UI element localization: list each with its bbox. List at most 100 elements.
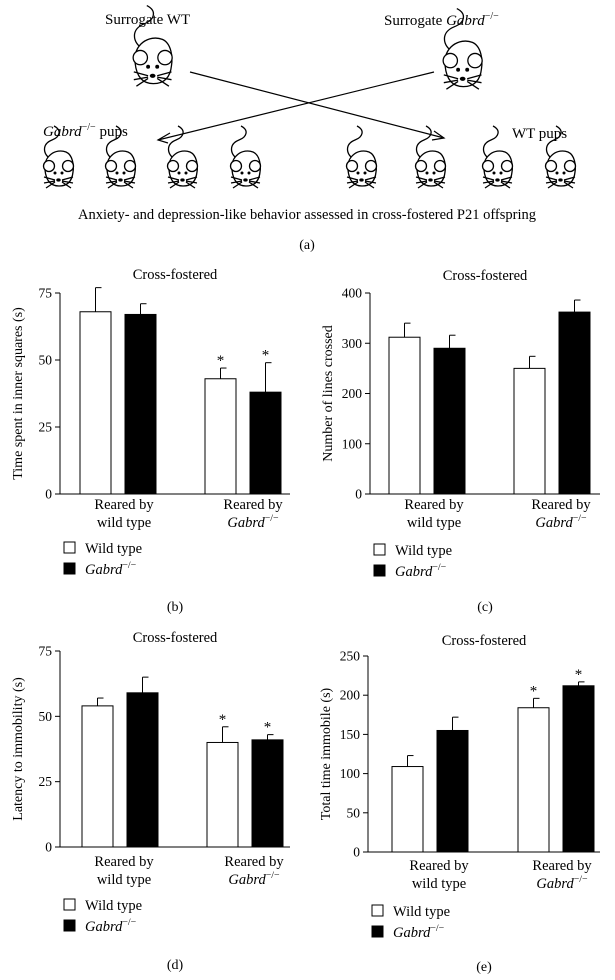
mouse-tail [167, 125, 184, 161]
y-axis-label: Total time immobile (s) [319, 687, 334, 820]
legend-label-knockout: Gabrd−/− [85, 917, 137, 935]
mouse-icon [42, 125, 75, 189]
gene-superscript: −/− [574, 874, 588, 885]
gene-name: Gabrd [85, 562, 123, 578]
mouse-whiskers [415, 176, 446, 189]
mouse-whiskers [346, 176, 377, 189]
mouse-eye [155, 64, 160, 69]
mouse-ear [544, 159, 558, 173]
mouse-icon [345, 125, 378, 189]
mouse-tail [443, 8, 464, 54]
y-axis-label: Latency to immobility (s) [11, 677, 26, 821]
category-label: Reared by [224, 854, 284, 870]
gene-name: Gabrd [536, 876, 574, 892]
wt-pups-label: WT pups [512, 126, 567, 142]
mouse-eye [363, 171, 367, 175]
mouse-icon [132, 5, 173, 87]
y-tick-label: 250 [340, 649, 361, 664]
mouse-eye [465, 67, 470, 72]
gene-superscript: −/− [430, 923, 444, 934]
mouse-ear [185, 159, 199, 173]
legend-label-knockout: Gabrd−/− [85, 560, 137, 578]
significance-marker: * [530, 683, 538, 699]
mouse-tail [230, 125, 247, 161]
gene-name: Gabrd [85, 919, 123, 935]
bar [206, 741, 239, 848]
chart-title: Cross-fostered [442, 633, 527, 649]
legend-swatch-wild-type [373, 543, 386, 556]
bar [79, 311, 112, 495]
mouse-eye [555, 171, 559, 175]
arrow-ko-surrogate-to-ko-pups [157, 71, 435, 141]
legend-swatch-wild-type [63, 541, 76, 554]
bar [388, 336, 421, 495]
mouse-tail [346, 125, 363, 161]
legend-swatch-knockout [371, 925, 384, 938]
mouse-ear [442, 52, 459, 69]
gene-name: Gabrd [393, 925, 431, 941]
mouse-eye [492, 171, 496, 175]
bar [558, 311, 591, 495]
mouse-eye [562, 171, 566, 175]
mouse-icon [414, 125, 447, 189]
legend-label-wild-type: Wild type [85, 898, 142, 914]
y-axis-label: Time spent in inner squares (s) [11, 307, 26, 480]
arrowhead-icon [156, 132, 171, 144]
category-label: wild type [407, 515, 461, 531]
mouse-tail [43, 125, 60, 161]
mouse-eye [177, 171, 181, 175]
mouse-icon [544, 125, 577, 189]
legend-label-wild-type: Wild type [393, 904, 450, 920]
mouse-ear [61, 159, 75, 173]
mouse-whiskers [230, 176, 261, 189]
category-label: Reared by [223, 497, 283, 513]
y-tick-label: 100 [342, 436, 363, 451]
significance-marker: * [217, 353, 225, 369]
gene-name: Gabrd [228, 872, 266, 888]
bar [251, 739, 284, 848]
mouse-eye [60, 171, 64, 175]
bar [513, 367, 546, 495]
mouse-eye [240, 171, 244, 175]
mouse-nose [56, 178, 61, 182]
y-tick-label: 0 [355, 487, 362, 502]
category-label: wild type [412, 876, 466, 892]
mouse-ear [166, 159, 180, 173]
mouse-nose [495, 178, 500, 182]
bar [517, 707, 550, 853]
category-label-gene: Gabrd−/− [227, 513, 279, 531]
arrow-wt-surrogate-to-wt-pups [189, 71, 445, 139]
y-axis-label: Number of lines crossed [321, 325, 336, 461]
mouse-tail [133, 5, 154, 51]
legend-label-wild-type: Wild type [395, 543, 452, 559]
mouse-ear [433, 159, 447, 173]
mouse-body [444, 40, 483, 88]
bar [81, 705, 114, 848]
significance-marker: * [219, 712, 227, 728]
y-tick-label: 200 [340, 688, 361, 703]
surrogate-wt-label: Surrogate WT [105, 12, 190, 28]
mouse-nose [180, 178, 185, 182]
mouse-body [134, 37, 173, 85]
mouse-icon [166, 125, 199, 189]
mouse-ear [345, 159, 359, 173]
bar [436, 729, 469, 853]
mouse-nose [359, 178, 364, 182]
mouse-whiskers [43, 176, 74, 189]
y-tick-label: 25 [39, 774, 53, 789]
mouse-ear [467, 52, 483, 69]
bar [391, 766, 424, 853]
y-tick-label: 150 [340, 727, 361, 742]
mouse-nose [428, 178, 433, 182]
chart-title: Cross-fostered [133, 630, 218, 646]
mouse-eye [115, 171, 119, 175]
mouse-whiskers [443, 74, 482, 90]
gene-name: Gabrd [395, 564, 433, 580]
mouse-whiskers [133, 71, 172, 87]
mouse-eye [247, 171, 251, 175]
category-label: Reared by [94, 497, 154, 513]
category-label: wild type [97, 515, 151, 531]
category-label: Reared by [409, 858, 469, 874]
category-label: Reared by [94, 854, 154, 870]
